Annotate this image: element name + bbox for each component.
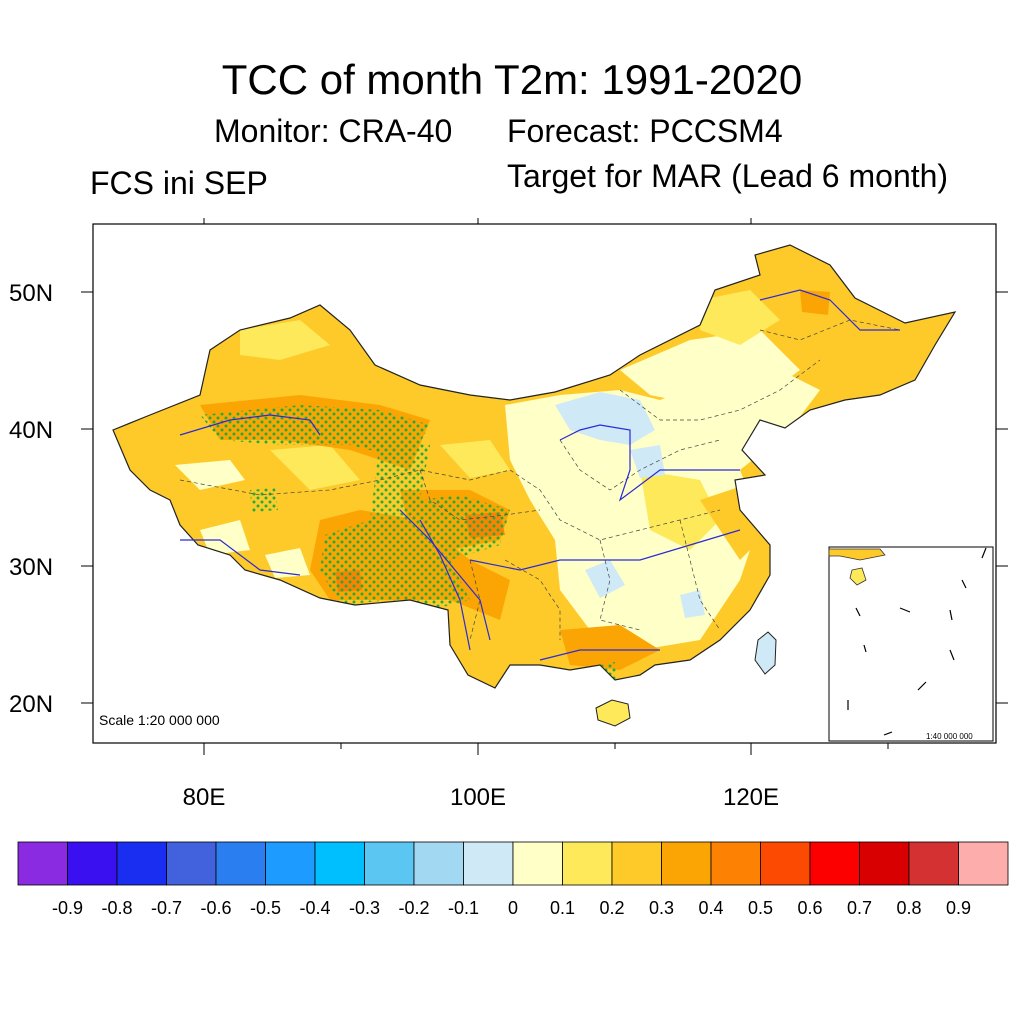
colorbar-label: -0.1 [448,898,479,918]
inset-map [828,546,994,742]
colorbar-swatch [809,841,860,886]
lon-labels: 80E 100E 120E [183,784,779,811]
colorbar-label: 0.3 [649,898,674,918]
taiwan-island [754,631,777,675]
monitor-label: Monitor: CRA-40 [214,113,453,149]
colorbar-label: -0.6 [200,898,231,918]
colorbar-label: -0.7 [151,898,182,918]
lat-label: 40N [9,417,53,444]
colorbar-label: 0.7 [847,898,872,918]
forecast-label: Forecast: PCCSM4 [507,113,783,149]
lat-label: 50N [9,280,53,307]
lat-label: 20N [9,691,53,718]
colorbar-swatch [463,841,514,886]
colorbar-label: 0.5 [748,898,773,918]
chart-title: TCC of month T2m: 1991-2020 [221,56,803,103]
colorbar-swatch [17,841,68,886]
colorbar-label: 0.4 [698,898,723,918]
colorbar-label: 0.1 [550,898,575,918]
china-border [112,244,957,689]
colorbar-swatch [364,841,415,886]
colorbar-label: 0.8 [896,898,921,918]
lat-label: 30N [9,554,53,581]
axis-ticks [81,218,1008,755]
province-borders [179,319,901,641]
colorbar-swatch [710,841,761,886]
colorbar [17,841,1009,886]
colorbar-swatch [562,841,613,886]
lon-label: 80E [183,784,226,811]
target-label: Target for MAR (Lead 6 month) [507,158,949,194]
colorbar-label: -0.3 [349,898,380,918]
scale-label: Scale 1:20 000 000 [99,712,220,728]
colorbar-label: -0.2 [398,898,429,918]
colorbar-swatch [413,841,464,886]
lon-label: 120E [723,784,779,811]
init-label: FCS ini SEP [90,165,268,201]
colorbar-label: 0.9 [946,898,971,918]
colorbar-label: -0.9 [52,898,83,918]
colorbar-swatch [314,841,365,886]
lon-label: 100E [450,784,506,811]
colorbar-swatch [661,841,712,886]
colorbar-label: 0.2 [599,898,624,918]
colorbar-label: 0 [508,898,518,918]
colorbar-swatch [958,841,1009,886]
colorbar-labels: -0.9 -0.8 -0.7 -0.6 -0.5 -0.4 -0.3 -0.2 -0.1 0 0.1… [52,898,971,918]
colorbar-swatch [760,841,811,886]
lat-labels: 50N 40N 30N 20N [9,280,53,718]
colorbar-swatch [908,841,959,886]
colorbar-swatch [215,841,266,886]
hainan-island [595,699,631,727]
rivers [179,289,900,661]
colorbar-swatch [859,841,910,886]
colorbar-label: 0.6 [797,898,822,918]
colorbar-swatch [512,841,563,886]
inset-scale-label: 1:40 000 000 [926,732,973,741]
colorbar-swatch [611,841,662,886]
colorbar-label: -0.4 [299,898,330,918]
colorbar-swatch [265,841,316,886]
colorbar-label: -0.5 [250,898,281,918]
colorbar-label: -0.8 [101,898,132,918]
colorbar-swatch [67,841,118,886]
colorbar-swatch [116,841,167,886]
colorbar-swatch [166,841,217,886]
